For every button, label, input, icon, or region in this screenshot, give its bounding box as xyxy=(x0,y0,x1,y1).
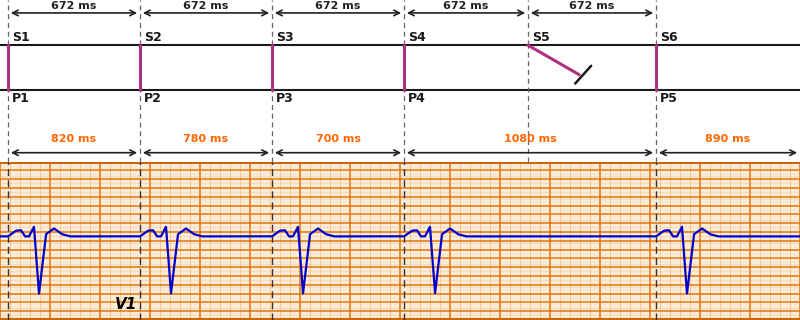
Text: P5: P5 xyxy=(660,92,678,105)
Text: P1: P1 xyxy=(12,92,30,105)
Text: S4: S4 xyxy=(408,31,426,44)
Text: S3: S3 xyxy=(276,31,294,44)
Text: V1: V1 xyxy=(115,297,138,312)
Text: 672 ms: 672 ms xyxy=(51,1,97,11)
Text: 780 ms: 780 ms xyxy=(183,134,229,144)
Text: S2: S2 xyxy=(144,31,162,44)
Text: 672 ms: 672 ms xyxy=(570,1,614,11)
Text: 1080 ms: 1080 ms xyxy=(504,134,556,144)
Text: S6: S6 xyxy=(660,31,678,44)
Text: S5: S5 xyxy=(532,31,550,44)
Text: 672 ms: 672 ms xyxy=(183,1,229,11)
Text: 700 ms: 700 ms xyxy=(315,134,361,144)
Text: 820 ms: 820 ms xyxy=(51,134,97,144)
Text: 672 ms: 672 ms xyxy=(443,1,489,11)
Text: P2: P2 xyxy=(144,92,162,105)
Text: 890 ms: 890 ms xyxy=(706,134,750,144)
Text: P4: P4 xyxy=(408,92,426,105)
Text: S1: S1 xyxy=(12,31,30,44)
Text: P3: P3 xyxy=(276,92,294,105)
Text: 672 ms: 672 ms xyxy=(315,1,361,11)
